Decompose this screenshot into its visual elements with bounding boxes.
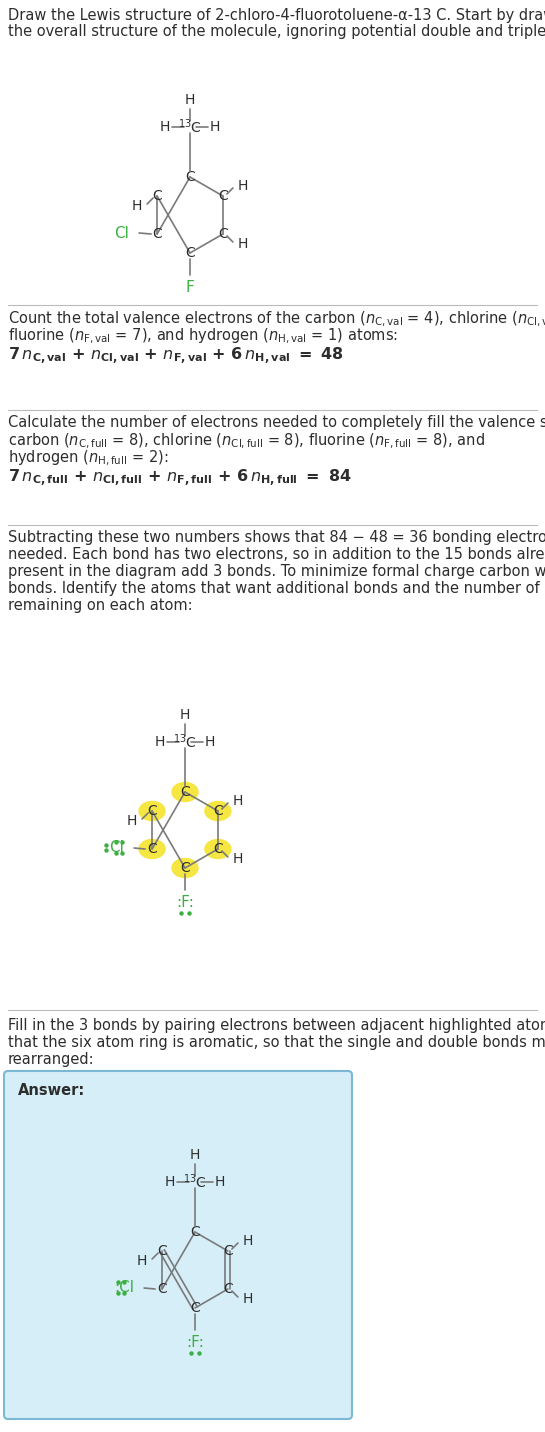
Text: C: C: [190, 1302, 200, 1315]
Text: present in the diagram add 3 bonds. To minimize formal charge carbon wants 4: present in the diagram add 3 bonds. To m…: [8, 564, 545, 579]
Text: H: H: [233, 852, 243, 866]
Text: fluorine ($n_\mathregular{F,val}$ = 7), and hydrogen ($n_\mathregular{H,val}$ = : fluorine ($n_\mathregular{F,val}$ = 7), …: [8, 326, 398, 347]
Text: C: C: [147, 803, 157, 818]
Text: C: C: [213, 803, 223, 818]
Text: Calculate the number of electrons needed to completely fill the valence shells f: Calculate the number of electrons needed…: [8, 415, 545, 430]
Text: Cl: Cl: [114, 225, 129, 241]
FancyBboxPatch shape: [4, 1071, 352, 1419]
Text: H: H: [243, 1292, 253, 1306]
Text: H: H: [233, 793, 243, 808]
Ellipse shape: [205, 839, 231, 859]
Text: C: C: [223, 1244, 233, 1257]
Text: :F:: :F:: [176, 895, 194, 909]
Text: Answer:: Answer:: [18, 1083, 85, 1098]
Text: C: C: [185, 246, 195, 261]
Text: the overall structure of the molecule, ignoring potential double and triple bond: the overall structure of the molecule, i…: [8, 24, 545, 39]
Text: Count the total valence electrons of the carbon ($n_\mathregular{C,val}$ = 4), c: Count the total valence electrons of the…: [8, 309, 545, 329]
Text: $^{13}$C: $^{13}$C: [183, 1173, 207, 1191]
Text: bonds. Identify the atoms that want additional bonds and the number of electrons: bonds. Identify the atoms that want addi…: [8, 581, 545, 596]
Text: H: H: [210, 120, 220, 135]
Text: H: H: [180, 707, 190, 722]
Text: H: H: [205, 735, 215, 749]
Text: remaining on each atom:: remaining on each atom:: [8, 599, 192, 613]
Text: C: C: [185, 170, 195, 183]
Text: H: H: [238, 238, 249, 251]
Text: F: F: [186, 281, 195, 295]
Text: H: H: [185, 93, 195, 107]
Ellipse shape: [139, 802, 165, 821]
Text: Cl: Cl: [109, 841, 124, 855]
Text: C: C: [180, 861, 190, 875]
Text: H: H: [155, 735, 165, 749]
Text: $^{13}$C: $^{13}$C: [178, 117, 202, 136]
Text: Draw the Lewis structure of 2-chloro-4-fluorotoluene-α-13 C. Start by drawing: Draw the Lewis structure of 2-chloro-4-f…: [8, 9, 545, 23]
Ellipse shape: [205, 802, 231, 821]
Text: H: H: [132, 199, 142, 213]
Text: C: C: [218, 228, 228, 241]
Ellipse shape: [139, 839, 165, 859]
Text: H: H: [137, 1254, 147, 1267]
Text: C: C: [190, 1224, 200, 1239]
Text: hydrogen ($n_\mathregular{H,full}$ = 2):: hydrogen ($n_\mathregular{H,full}$ = 2):: [8, 450, 168, 468]
Text: Subtracting these two numbers shows that 84 − 48 = 36 bonding electrons are: Subtracting these two numbers shows that…: [8, 530, 545, 546]
Text: H: H: [215, 1176, 226, 1189]
Text: Fill in the 3 bonds by pairing electrons between adjacent highlighted atoms. Not: Fill in the 3 bonds by pairing electrons…: [8, 1018, 545, 1032]
Text: H: H: [127, 813, 137, 828]
Text: C: C: [218, 189, 228, 203]
Ellipse shape: [172, 859, 198, 878]
Text: :F:: :F:: [186, 1335, 204, 1350]
Text: carbon ($n_\mathregular{C,full}$ = 8), chlorine ($n_\mathregular{Cl,full}$ = 8),: carbon ($n_\mathregular{C,full}$ = 8), c…: [8, 432, 485, 451]
Text: H: H: [165, 1176, 175, 1189]
Text: C: C: [147, 842, 157, 856]
Text: C: C: [157, 1282, 167, 1296]
Text: $\mathbf{7}\,\mathbf{\mathit{n}}_\mathbf{C,val}$ $\mathbf{+}$ $\mathbf{\mathit{n: $\mathbf{7}\,\mathbf{\mathit{n}}_\mathbf…: [8, 347, 344, 367]
Text: $\mathbf{7}\,\mathbf{\mathit{n}}_\mathbf{C,full}$ $\mathbf{+}$ $\mathbf{\mathit{: $\mathbf{7}\,\mathbf{\mathit{n}}_\mathbf…: [8, 468, 352, 490]
Text: C: C: [152, 228, 162, 241]
Text: that the six atom ring is aromatic, so that the single and double bonds may be: that the six atom ring is aromatic, so t…: [8, 1035, 545, 1050]
Text: C: C: [213, 842, 223, 856]
Text: $^{13}$C: $^{13}$C: [173, 733, 197, 752]
Text: C: C: [223, 1282, 233, 1296]
Text: H: H: [243, 1234, 253, 1249]
Ellipse shape: [172, 782, 198, 802]
Text: C: C: [157, 1244, 167, 1257]
Text: :Cl: :Cl: [114, 1280, 134, 1296]
Text: H: H: [160, 120, 170, 135]
Text: C: C: [152, 189, 162, 203]
Text: C: C: [180, 785, 190, 799]
Text: H: H: [238, 179, 249, 193]
Text: needed. Each bond has two electrons, so in addition to the 15 bonds already: needed. Each bond has two electrons, so …: [8, 547, 545, 561]
Text: H: H: [190, 1148, 200, 1161]
Text: rearranged:: rearranged:: [8, 1053, 95, 1067]
